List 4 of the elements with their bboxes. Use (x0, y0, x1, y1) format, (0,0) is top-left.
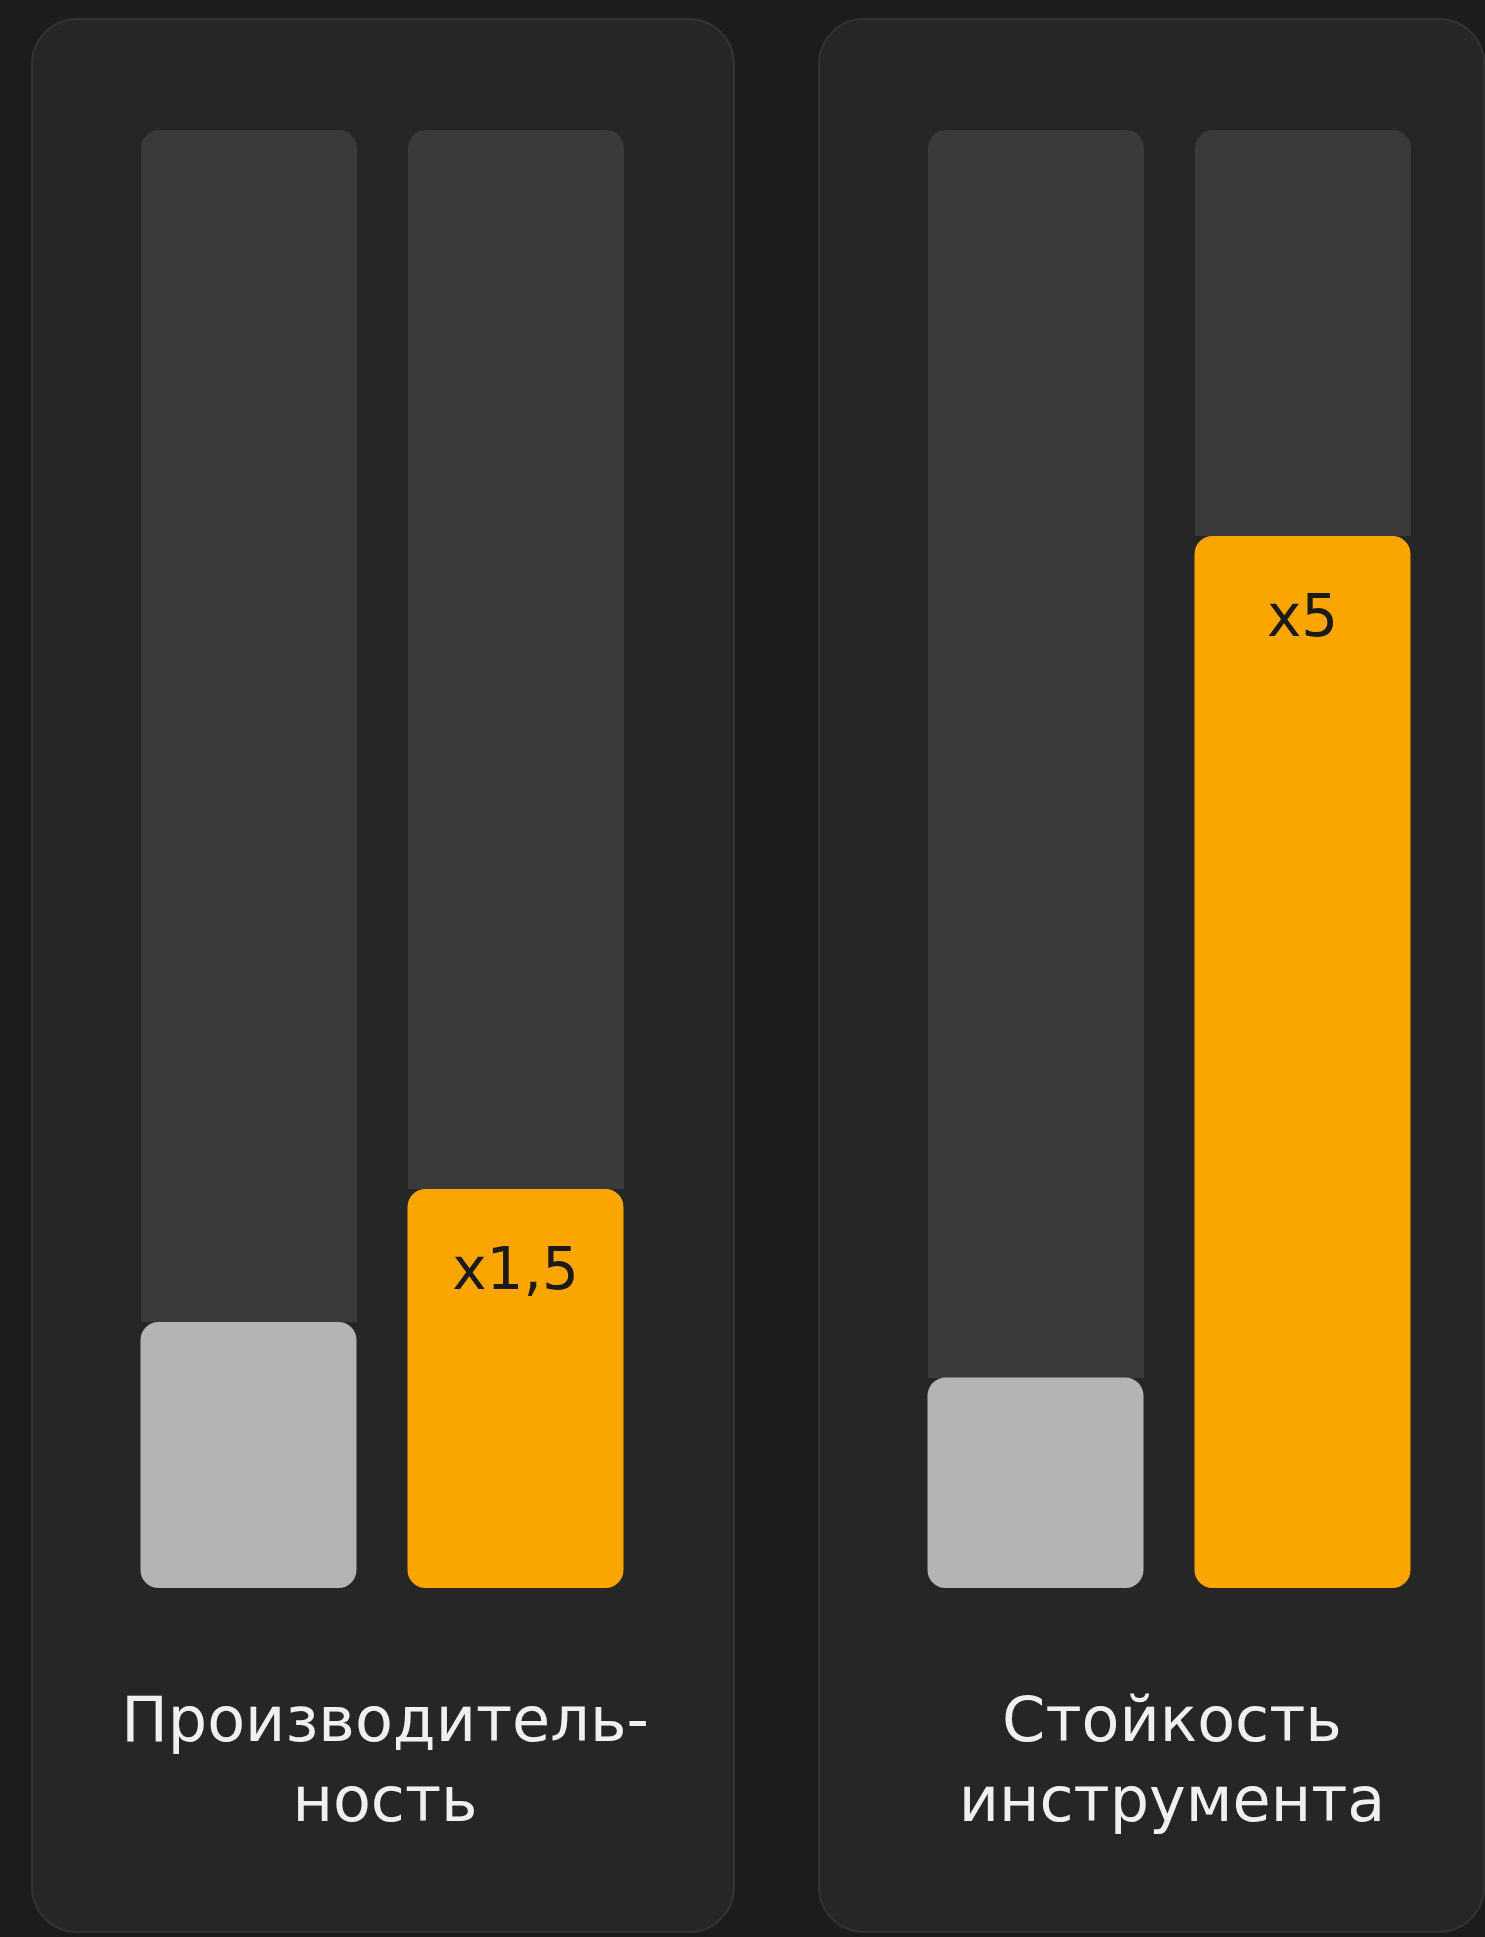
data-label: x1,5 (452, 1235, 579, 1304)
x-axis-title: Стойкость инструмента (957, 1682, 1387, 1838)
data-label: x5 (1266, 582, 1339, 651)
x-axis-title: Производитель-ность (120, 1682, 650, 1838)
